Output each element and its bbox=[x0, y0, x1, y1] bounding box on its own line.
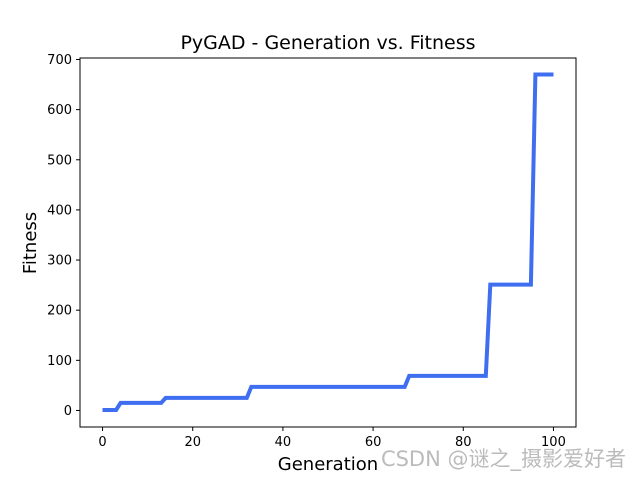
y-tick-label: 200 bbox=[47, 304, 72, 319]
chart-title: PyGAD - Generation vs. Fitness bbox=[180, 32, 475, 54]
y-axis: 0 100 200 300 400 500 600 700 bbox=[47, 53, 80, 419]
y-tick-label: 100 bbox=[47, 354, 72, 369]
x-tick-label: 20 bbox=[184, 435, 201, 450]
y-tick-label: 300 bbox=[47, 254, 72, 269]
x-tick-label: 80 bbox=[455, 435, 472, 450]
y-tick-label: 700 bbox=[47, 53, 72, 68]
series-line bbox=[102, 72, 554, 412]
y-tick-label: 600 bbox=[47, 103, 72, 118]
x-axis: 0 20 40 60 80 100 bbox=[98, 427, 566, 450]
watermark: CSDN @谜之_摄影爱好者 bbox=[381, 447, 626, 472]
y-axis-label: Fitness bbox=[20, 212, 41, 274]
x-tick-label: 100 bbox=[541, 435, 566, 450]
x-tick-label: 60 bbox=[365, 435, 382, 450]
x-tick-label: 0 bbox=[98, 435, 106, 450]
plot-area-frame bbox=[79, 57, 577, 428]
y-tick-label: 500 bbox=[47, 153, 72, 168]
y-tick-label: 400 bbox=[47, 203, 72, 218]
x-axis-label: Generation bbox=[278, 454, 378, 475]
x-tick-label: 40 bbox=[275, 435, 292, 450]
y-tick-label: 0 bbox=[64, 404, 72, 419]
